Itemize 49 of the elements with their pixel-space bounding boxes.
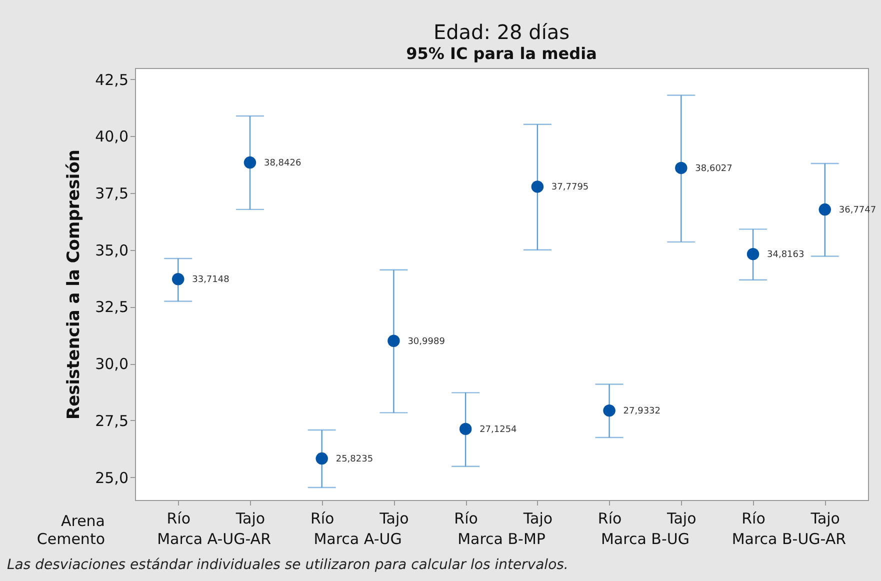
data-label: 36,7747	[838, 206, 876, 216]
x-tick-label: Tajo	[522, 510, 553, 528]
point	[244, 156, 256, 169]
x-tick-label: Río	[310, 510, 334, 528]
text: Marca B-UG-AR	[732, 530, 846, 548]
x-tick-label: Río	[598, 510, 622, 528]
x-tick-label: Tajo	[810, 510, 840, 528]
point	[531, 180, 544, 193]
y-tick-label: 35,0	[95, 241, 128, 260]
text: Las desviaciones estándar individuales se utilizaron para calcular los intervalos.	[7, 557, 568, 573]
chart-subtitle: 95% IC para la media	[406, 44, 597, 63]
y-tick-label: 42,5	[95, 70, 128, 89]
text: Marca A-UG	[314, 530, 402, 548]
x-tick-label: Río	[166, 510, 191, 528]
x-tick-label: Tajo	[234, 510, 266, 528]
y-tick-label: 32,5	[95, 298, 128, 316]
point	[746, 248, 760, 260]
x-tick-label: Tajo	[666, 510, 696, 528]
point	[459, 422, 472, 436]
y-tick-label: 37,5	[95, 184, 128, 203]
point	[675, 162, 688, 174]
x-tick-label: Tajo	[378, 510, 409, 528]
y-tick-label: 40,0	[95, 128, 128, 146]
text: Marca B-MP	[458, 530, 546, 548]
y-axis-title: Resistencia a la Compresión	[64, 149, 84, 420]
data-label: 30,9989	[408, 336, 446, 347]
y-tick-label: 30,0	[95, 355, 128, 374]
point	[603, 404, 616, 417]
data-label: 33,7148	[192, 275, 230, 286]
y-tick-label: 27,5	[95, 412, 128, 430]
text: Cemento	[36, 530, 105, 548]
x-axis-title: Arena	[60, 512, 105, 530]
data-label: 27,9332	[623, 406, 661, 417]
point	[172, 273, 184, 286]
point	[388, 334, 400, 347]
data-label: 38,8426	[264, 158, 302, 169]
y-tick-label: 25,0	[95, 468, 128, 487]
data-label: 27,1254	[480, 424, 518, 435]
point	[818, 203, 832, 216]
data-label: 38,6027	[695, 164, 732, 174]
text: Marca B-UG	[600, 530, 690, 548]
text: Marca A-UG-AR	[157, 530, 271, 548]
x-tick-label: Río	[742, 510, 766, 528]
chart-title: Edad: 28 días	[433, 20, 570, 44]
data-label: 34,8163	[767, 250, 804, 260]
point	[316, 452, 328, 465]
data-label: 25,8235	[336, 454, 374, 465]
x-tick-label: Río	[454, 510, 478, 528]
data-label: 37,7795	[551, 182, 589, 193]
